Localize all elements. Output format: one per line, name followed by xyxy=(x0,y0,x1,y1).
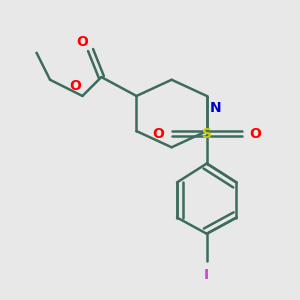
Text: N: N xyxy=(209,101,221,116)
Text: I: I xyxy=(204,268,209,281)
Text: O: O xyxy=(249,127,261,141)
Text: S: S xyxy=(202,127,212,141)
Text: O: O xyxy=(76,35,88,49)
Text: O: O xyxy=(69,79,81,93)
Text: O: O xyxy=(152,127,164,141)
